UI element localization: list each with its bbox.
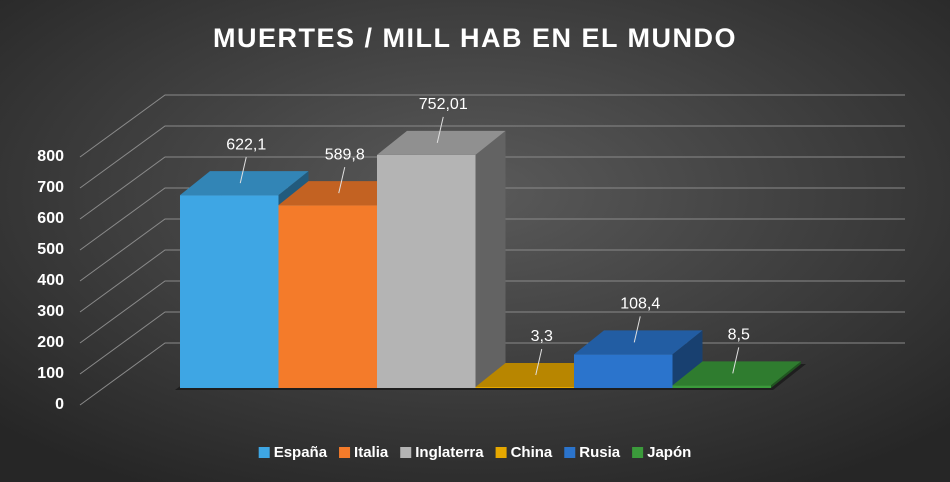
legend-swatch <box>258 447 270 458</box>
legend-swatch <box>564 447 576 458</box>
y-tick-label: 100 <box>37 365 64 382</box>
bar-side <box>475 130 506 389</box>
chart-title: MUERTES / MILL HAB EN EL MUNDO <box>213 23 737 53</box>
y-tick-label: 500 <box>37 241 64 258</box>
leader-line <box>239 157 247 184</box>
data-label: 3,3 <box>531 328 553 345</box>
legend-swatch <box>632 447 644 458</box>
leader-line <box>338 167 346 194</box>
bar <box>475 386 574 388</box>
leader-line <box>436 116 444 143</box>
legend-label: Rusia <box>579 444 621 461</box>
data-label: 108,4 <box>620 296 660 313</box>
legend-label: Japón <box>647 444 691 461</box>
bar-top <box>475 362 604 387</box>
bar-top <box>278 181 407 206</box>
grid-line <box>79 187 905 251</box>
legend: España Italia Inglaterra China Rusia Japón <box>258 444 691 461</box>
y-tick-label: 600 <box>37 210 64 227</box>
bar-top <box>672 361 801 386</box>
grid-line <box>79 311 905 375</box>
grid-line <box>79 125 905 189</box>
bar <box>377 154 476 388</box>
bar-side <box>771 361 801 388</box>
data-label: 752,01 <box>419 96 468 113</box>
legend-label: España <box>274 444 328 461</box>
grid-line <box>79 280 905 344</box>
legend-label: Italia <box>354 444 389 461</box>
leader-line <box>732 347 740 374</box>
legend-swatch <box>339 447 351 458</box>
legend-label: China <box>511 444 553 461</box>
leader-line <box>535 348 543 376</box>
bar <box>672 385 771 388</box>
bar-top <box>574 330 703 355</box>
y-tick-label: 400 <box>37 272 64 289</box>
y-tick-label: 300 <box>37 303 64 320</box>
data-label: 622,1 <box>226 136 266 153</box>
leader-line <box>633 316 641 343</box>
legend-label: Inglaterra <box>415 444 484 461</box>
y-tick-label: 700 <box>37 179 64 196</box>
grid-line <box>79 94 905 158</box>
data-label: 8,5 <box>728 327 750 344</box>
y-tick-label: 200 <box>37 334 64 351</box>
data-label: 589,8 <box>325 146 365 163</box>
bar-top <box>180 171 309 196</box>
grid-line <box>79 156 905 220</box>
bar-side <box>672 330 703 388</box>
bar <box>180 195 279 388</box>
grid-line <box>79 218 905 282</box>
y-tick-label: 0 <box>55 396 64 413</box>
bar <box>278 205 377 388</box>
legend-swatch <box>400 447 412 458</box>
y-tick-label: 800 <box>37 148 64 165</box>
grid-line <box>79 249 905 313</box>
legend-swatch <box>495 447 507 458</box>
bar-top <box>377 130 506 155</box>
bar <box>574 354 673 388</box>
